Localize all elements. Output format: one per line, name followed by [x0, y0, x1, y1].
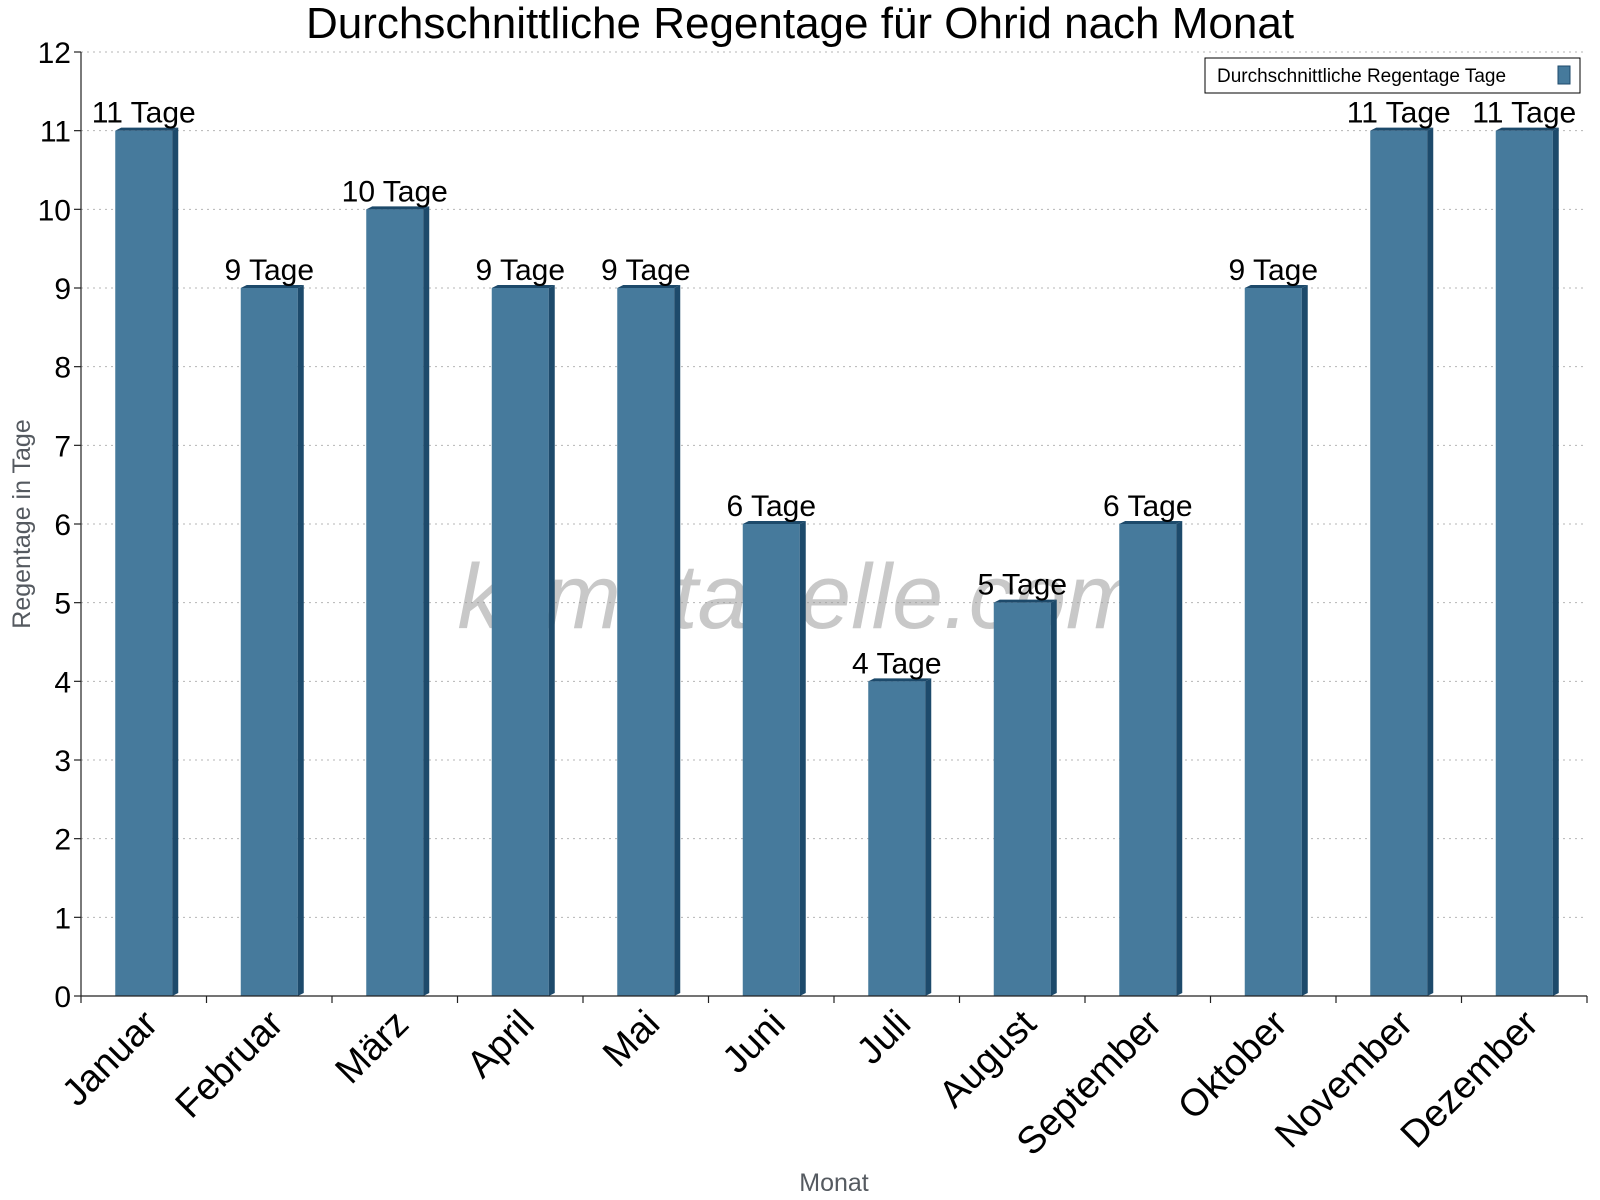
- data-label: 11 Tage: [1347, 97, 1451, 130]
- bar-top: [868, 678, 932, 682]
- bar-face: [742, 524, 800, 996]
- data-label: 6 Tage: [1103, 490, 1193, 523]
- bar-top: [1244, 285, 1308, 288]
- legend-swatch: [1557, 65, 1571, 85]
- bar-side: [548, 285, 555, 996]
- bar-face: [366, 209, 424, 997]
- axes: [80, 52, 1587, 997]
- bar-november: [1370, 127, 1434, 996]
- data-label: 11 Tage: [1472, 97, 1576, 130]
- bar-august: [993, 599, 1057, 996]
- bar-februar: [240, 285, 304, 996]
- bar-september: [1119, 521, 1183, 996]
- bar-side: [1552, 127, 1559, 996]
- x-tick-label: April: [459, 1003, 542, 1086]
- bar-side: [172, 127, 179, 996]
- x-tick-label: Januar: [54, 1002, 166, 1114]
- gridlines: [81, 51, 1587, 918]
- bar-side: [1427, 127, 1434, 996]
- bar-dezember: [1495, 127, 1559, 996]
- bar-top: [491, 285, 555, 288]
- y-tick-label: 0: [54, 981, 71, 1014]
- x-tick-label: August: [931, 1002, 1045, 1116]
- bar-face: [491, 288, 549, 996]
- bar-top: [993, 599, 1057, 603]
- x-ticks: Januar Februar März April Mai Juni Juli AugustS…: [54, 996, 1588, 1164]
- data-label: 6 Tage: [726, 490, 816, 523]
- x-tick-label: März: [328, 1003, 417, 1092]
- bar-märz: [366, 206, 430, 997]
- bar-top: [1119, 521, 1183, 524]
- bar-side: [423, 206, 430, 997]
- bar-side: [799, 521, 806, 996]
- y-tick-label: 7: [54, 430, 71, 463]
- x-tick-label: Oktober: [1170, 1002, 1296, 1128]
- x-tick-label: Juli: [849, 1003, 919, 1073]
- y-axis-title: Regentage in Tage: [8, 419, 36, 628]
- bar-juli: [868, 678, 932, 996]
- bar-juni: [742, 521, 806, 996]
- legend-box: [1204, 57, 1581, 94]
- bar-side: [1050, 599, 1057, 996]
- data-label: 9 Tage: [224, 254, 314, 287]
- bar-mai: [617, 285, 681, 996]
- bar-side: [674, 285, 681, 996]
- bar-side: [1301, 285, 1308, 996]
- data-label: 10 Tage: [342, 175, 448, 208]
- y-tick-label: 8: [54, 352, 71, 385]
- y-tick-label: 2: [54, 824, 71, 857]
- bar-face: [1244, 288, 1302, 996]
- bar-april: [491, 285, 555, 996]
- data-label: 9 Tage: [601, 254, 691, 287]
- data-label: 9 Tage: [475, 254, 565, 287]
- bar-side: [297, 285, 304, 996]
- y-tick-label: 4: [54, 666, 71, 699]
- bar-top: [617, 285, 681, 288]
- bar-side: [1176, 521, 1183, 996]
- bar-oktober: [1244, 285, 1308, 996]
- bar-top: [240, 285, 304, 288]
- bar-top: [1370, 127, 1434, 131]
- bar-face: [115, 130, 173, 996]
- x-axis-title: Monat: [799, 1169, 869, 1197]
- bar-top: [115, 127, 179, 131]
- bars: [115, 127, 1559, 997]
- x-tick-label: Juni: [715, 1003, 794, 1082]
- bar-face: [868, 681, 926, 996]
- bar-face: [240, 288, 298, 996]
- data-label: 4 Tage: [852, 647, 942, 680]
- data-labels: 11 Tage 9 Tage 10 Tage 9 Tage 9 Tage 6 Tage 4 …: [92, 97, 1577, 681]
- y-tick-label: 3: [54, 745, 71, 778]
- bar-top: [742, 521, 806, 524]
- x-tick-label: Mai: [595, 1003, 668, 1076]
- legend-label: Durchschnittliche Regentage Tage: [1217, 66, 1506, 87]
- x-tick-label: Dezember: [1393, 1002, 1547, 1156]
- bar-side: [925, 678, 932, 996]
- chart-title: Durchschnittliche Regentage für Ohrid na…: [306, 0, 1294, 48]
- y-tick-label: 6: [54, 509, 71, 542]
- legend: Durchschnittliche Regentage Tage: [1204, 57, 1581, 94]
- data-label: 11 Tage: [92, 97, 196, 130]
- y-tick-label: 12: [38, 37, 71, 70]
- data-label: 5 Tage: [977, 569, 1067, 602]
- data-label: 9 Tage: [1228, 254, 1318, 287]
- y-tick-label: 1: [54, 902, 71, 935]
- bar-face: [1495, 130, 1553, 996]
- bar-face: [1370, 130, 1428, 996]
- bar-face: [617, 288, 675, 996]
- y-tick-label: 9: [54, 273, 71, 306]
- bar-face: [993, 602, 1051, 996]
- x-tick-label: Februar: [168, 1002, 292, 1126]
- y-tick-label: 11: [40, 116, 71, 149]
- y-tick-label: 5: [54, 588, 71, 621]
- bar-top: [1495, 127, 1559, 131]
- bar-januar: [115, 127, 179, 996]
- bar-face: [1119, 524, 1177, 996]
- y-tick-label: 10: [38, 194, 71, 227]
- bar-top: [366, 206, 430, 210]
